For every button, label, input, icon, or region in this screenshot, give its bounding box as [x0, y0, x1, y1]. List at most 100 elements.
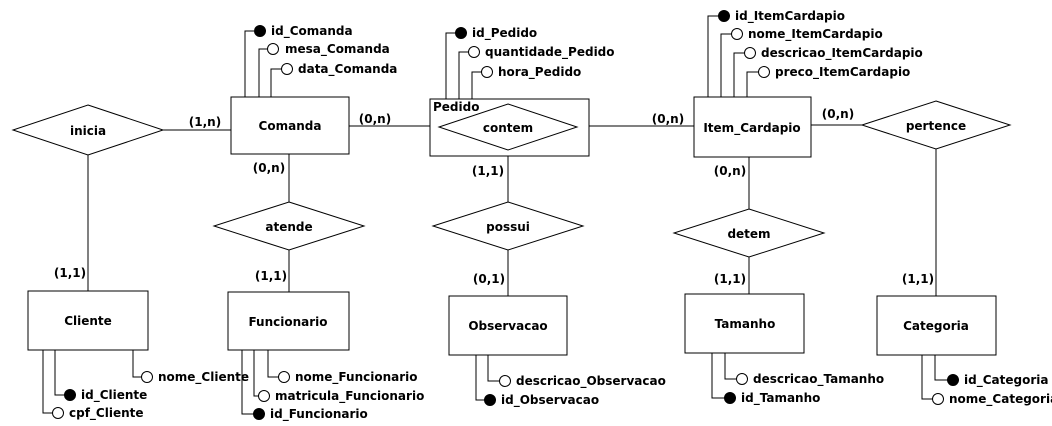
attribute-label: nome_Funcionario	[295, 370, 418, 385]
attribute-nome-funcionario: nome_Funcionario	[278, 370, 418, 385]
attribute-label: nome_Cliente	[158, 370, 249, 385]
relationship-possui: possui	[431, 201, 585, 251]
attribute-marker	[141, 371, 153, 383]
cardinality-inicia-comanda: (1,n)	[189, 115, 221, 129]
attribute-label: quantidade_Pedido	[485, 45, 615, 60]
attribute-label: id_Categoria	[964, 373, 1048, 388]
attribute-marker	[736, 373, 748, 385]
key-attribute-marker	[254, 25, 266, 37]
attribute-label: id_Cliente	[81, 388, 147, 403]
relationship-detem: detem	[672, 208, 826, 258]
attribute-marker	[731, 28, 743, 40]
cardinality-item-detem: (0,n)	[714, 164, 746, 178]
entity-comanda: Comanda	[230, 96, 350, 155]
attribute-marker	[281, 63, 293, 75]
attribute-id-comanda: id_Comanda	[254, 24, 353, 39]
associative-entity-label: Pedido	[433, 100, 479, 114]
key-attribute-marker	[64, 389, 76, 401]
key-attribute-marker	[718, 10, 730, 22]
relationship-label: detem	[727, 227, 770, 241]
attribute-marker	[52, 407, 64, 419]
attribute-marker	[258, 390, 270, 402]
entity-label: Tamanho	[715, 317, 776, 331]
attribute-quantidade-pedido: quantidade_Pedido	[468, 45, 615, 60]
attribute-descricao-observacao: descricao_Observacao	[499, 374, 666, 389]
attribute-marker	[468, 46, 480, 58]
attribute-id-observacao: id_Observacao	[484, 393, 599, 408]
attribute-label: hora_Pedido	[498, 65, 581, 80]
cardinality-tamanho: (1,1)	[714, 272, 746, 286]
entity-item-cardapio: Item_Cardapio	[693, 96, 812, 158]
attribute-descricao-tamanho: descricao_Tamanho	[736, 372, 884, 387]
attribute-marker	[932, 393, 944, 405]
attribute-lines	[42, 15, 947, 415]
entity-label: Categoria	[903, 319, 969, 333]
attribute-label: id_Funcionario	[270, 407, 368, 422]
attribute-data-comanda: data_Comanda	[281, 62, 397, 77]
cardinality-comanda-atende: (0,n)	[253, 161, 285, 175]
attribute-id-itemcardapio: id_ItemCardapio	[718, 9, 845, 24]
key-attribute-marker	[253, 408, 265, 420]
attribute-marker	[744, 47, 756, 59]
cardinalities: (1,n) (0,n) (0,n) (0,n) (0,n) (1,1) (0,n…	[54, 107, 934, 286]
attribute-id-funcionario: id_Funcionario	[253, 407, 368, 422]
attribute-label: id_Comanda	[271, 24, 353, 39]
attribute-label: id_Pedido	[472, 26, 537, 41]
key-attribute-marker	[947, 374, 959, 386]
attribute-id-tamanho: id_Tamanho	[724, 391, 820, 406]
relationship-atende: atende	[212, 201, 366, 251]
relationship-label: inicia	[70, 124, 106, 138]
cardinality-contem-item: (0,n)	[652, 112, 684, 126]
attribute-marker	[499, 375, 511, 387]
attribute-label: nome_Categoria	[949, 392, 1052, 407]
attribute-label: preco_ItemCardapio	[775, 65, 910, 80]
attribute-preco-itemcardapio: preco_ItemCardapio	[758, 65, 910, 80]
attribute-label: descricao_ItemCardapio	[761, 46, 923, 61]
attribute-label: mesa_Comanda	[285, 42, 390, 57]
attribute-descricao-itemcardapio: descricao_ItemCardapio	[744, 46, 923, 61]
cardinality-categoria: (1,1)	[902, 272, 934, 286]
relationship-label: pertence	[906, 119, 966, 133]
relationship-label: possui	[486, 220, 530, 234]
relationship-label: contem	[483, 121, 533, 135]
attribute-mesa-comanda: mesa_Comanda	[267, 42, 390, 57]
attribute-label: descricao_Observacao	[516, 374, 666, 389]
attribute-id-categoria: id_Categoria	[947, 373, 1048, 388]
entity-label: Comanda	[259, 119, 322, 133]
attribute-marker	[267, 43, 279, 55]
attribute-label: id_Tamanho	[741, 391, 820, 406]
relationship-contem: contem	[437, 103, 579, 151]
entity-label: Funcionario	[248, 315, 327, 329]
attribute-nome-itemcardapio: nome_ItemCardapio	[731, 27, 883, 42]
attribute-marker	[481, 66, 493, 78]
entity-funcionario: Funcionario	[227, 291, 350, 351]
cardinality-pedido-possui: (1,1)	[472, 164, 504, 178]
cardinality-comanda-contem: (0,n)	[359, 112, 391, 126]
attribute-nome-cliente: nome_Cliente	[141, 370, 249, 385]
relationship-pertence: pertence	[860, 100, 1012, 150]
attribute-label: matricula_Funcionario	[275, 389, 424, 404]
attribute-label: data_Comanda	[298, 62, 397, 77]
entity-observacao: Observacao	[448, 295, 568, 356]
attribute-cpf-cliente: cpf_Cliente	[52, 406, 144, 421]
entity-label: Observacao	[468, 319, 547, 333]
key-attribute-marker	[484, 394, 496, 406]
relationship-label: atende	[265, 220, 312, 234]
attribute-matricula-funcionario: matricula_Funcionario	[258, 389, 424, 404]
attribute-id-cliente: id_Cliente	[64, 388, 147, 403]
connector-lines	[87, 124, 937, 296]
attribute-label: id_Observacao	[501, 393, 599, 408]
key-attribute-marker	[455, 27, 467, 39]
key-attribute-marker	[724, 392, 736, 404]
attribute-label: nome_ItemCardapio	[748, 27, 883, 42]
attribute-hora-pedido: hora_Pedido	[481, 65, 581, 80]
attribute-marker	[758, 66, 770, 78]
entity-cliente: Cliente	[27, 290, 149, 351]
cardinality-observacao: (0,1)	[473, 272, 505, 286]
entity-tamanho: Tamanho	[684, 293, 805, 354]
relationship-inicia: inicia	[11, 104, 165, 156]
cardinality-funcionario: (1,1)	[255, 269, 287, 283]
entity-label: Item_Cardapio	[703, 121, 800, 136]
entity-categoria: Categoria	[876, 295, 997, 356]
